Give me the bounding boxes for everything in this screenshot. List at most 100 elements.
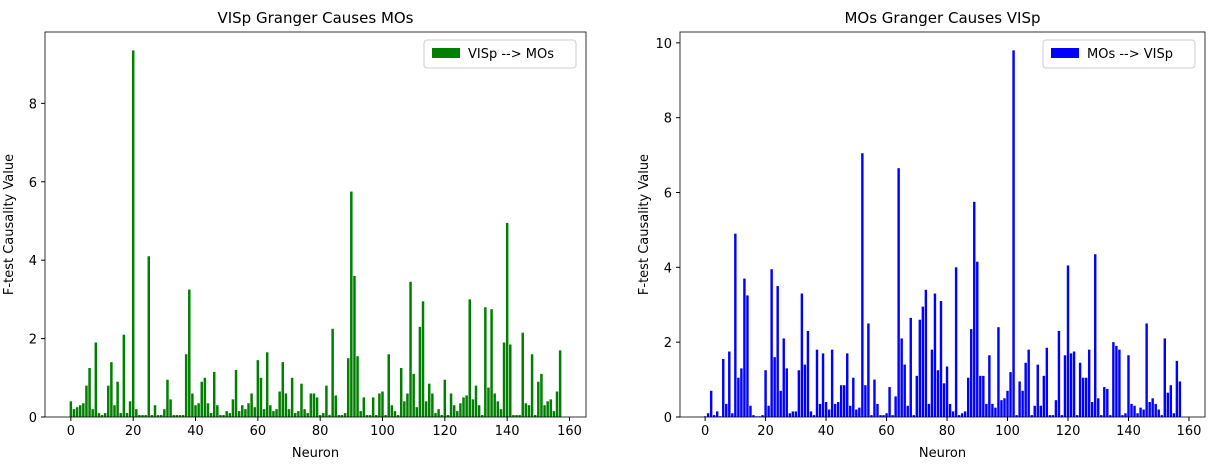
- bar: [509, 344, 512, 417]
- bar: [125, 413, 129, 417]
- bar: [712, 415, 716, 417]
- bar: [1169, 385, 1173, 417]
- bar: [870, 415, 873, 417]
- bar: [1054, 400, 1058, 417]
- bar: [761, 415, 764, 417]
- x-tick-label: 20: [757, 424, 774, 439]
- bar: [894, 396, 897, 417]
- bar: [546, 401, 549, 417]
- y-tick-label: 6: [29, 176, 37, 191]
- bar: [900, 338, 903, 417]
- bar: [945, 366, 949, 417]
- bar: [212, 371, 216, 417]
- x-axis-label: Neuron: [919, 446, 966, 461]
- bar: [166, 379, 169, 417]
- bar: [1015, 415, 1018, 417]
- bar: [424, 401, 428, 417]
- bar: [1103, 387, 1106, 417]
- bar: [346, 358, 350, 417]
- bar: [353, 275, 356, 417]
- y-tick-label: 4: [29, 254, 37, 269]
- y-axis-label: F-test Causality Value: [2, 154, 17, 295]
- bar: [776, 286, 779, 417]
- x-tick-label: 100: [370, 424, 395, 439]
- bar: [262, 409, 266, 417]
- bar: [241, 405, 244, 417]
- bar: [1027, 349, 1030, 417]
- bar: [1151, 398, 1154, 417]
- bar: [188, 289, 191, 417]
- bar: [428, 383, 431, 417]
- bar: [153, 405, 157, 417]
- bar: [284, 393, 288, 417]
- y-axis-label: F-test Causality Value: [637, 154, 652, 295]
- bar: [194, 405, 197, 417]
- bar: [1051, 415, 1055, 417]
- x-axis-label: Neuron: [292, 446, 339, 461]
- bar: [1021, 390, 1024, 417]
- bar: [794, 411, 798, 417]
- bar: [806, 330, 810, 417]
- y-tick-label: 2: [29, 333, 37, 348]
- bar: [809, 411, 813, 417]
- bar: [480, 415, 484, 417]
- bar: [272, 411, 275, 417]
- bar: [82, 403, 85, 417]
- bar: [1118, 349, 1121, 417]
- bar: [933, 293, 937, 417]
- x-tick-label: 140: [1116, 424, 1141, 439]
- bar: [830, 349, 834, 417]
- bar: [1066, 265, 1070, 417]
- bar: [737, 377, 740, 417]
- bar: [197, 403, 200, 417]
- bar: [421, 301, 425, 417]
- bar: [462, 397, 465, 417]
- bar: [957, 415, 961, 417]
- bar: [1136, 413, 1139, 417]
- plot-frame: [44, 31, 587, 418]
- bar: [456, 411, 459, 417]
- bar: [209, 413, 213, 417]
- bar: [181, 415, 185, 417]
- bar: [477, 405, 481, 417]
- bar: [858, 407, 861, 417]
- bar: [265, 352, 269, 417]
- bar: [552, 411, 556, 417]
- bar: [269, 405, 272, 417]
- bar: [331, 328, 334, 417]
- bar: [1084, 377, 1088, 417]
- bar: [1145, 323, 1148, 417]
- bar: [1157, 409, 1160, 417]
- bar: [833, 403, 837, 417]
- x-tick-label: 160: [1177, 424, 1202, 439]
- y-tick-label: 6: [664, 187, 672, 202]
- x-tick-label: 0: [701, 424, 709, 439]
- bar: [256, 360, 260, 417]
- bar: [103, 413, 107, 417]
- bar: [446, 415, 450, 417]
- bar: [988, 355, 991, 417]
- y-tick-label: 10: [655, 37, 672, 52]
- bar: [312, 393, 316, 417]
- legend-label: MOs --> VISp: [1087, 47, 1173, 62]
- bar: [839, 385, 843, 417]
- bar: [94, 342, 98, 417]
- bar: [979, 375, 982, 417]
- bar: [368, 415, 372, 417]
- bar: [325, 385, 328, 417]
- bar: [1106, 388, 1109, 417]
- bar: [300, 383, 303, 417]
- bar: [1160, 415, 1163, 417]
- bar: [903, 364, 906, 417]
- bar: [821, 353, 825, 417]
- bar: [465, 395, 468, 417]
- bar: [275, 409, 278, 417]
- bar: [415, 407, 419, 417]
- bar: [918, 319, 922, 417]
- bar: [138, 415, 141, 417]
- bar: [1148, 402, 1151, 417]
- bar: [954, 267, 958, 417]
- bar: [985, 403, 988, 417]
- bar: [135, 409, 138, 417]
